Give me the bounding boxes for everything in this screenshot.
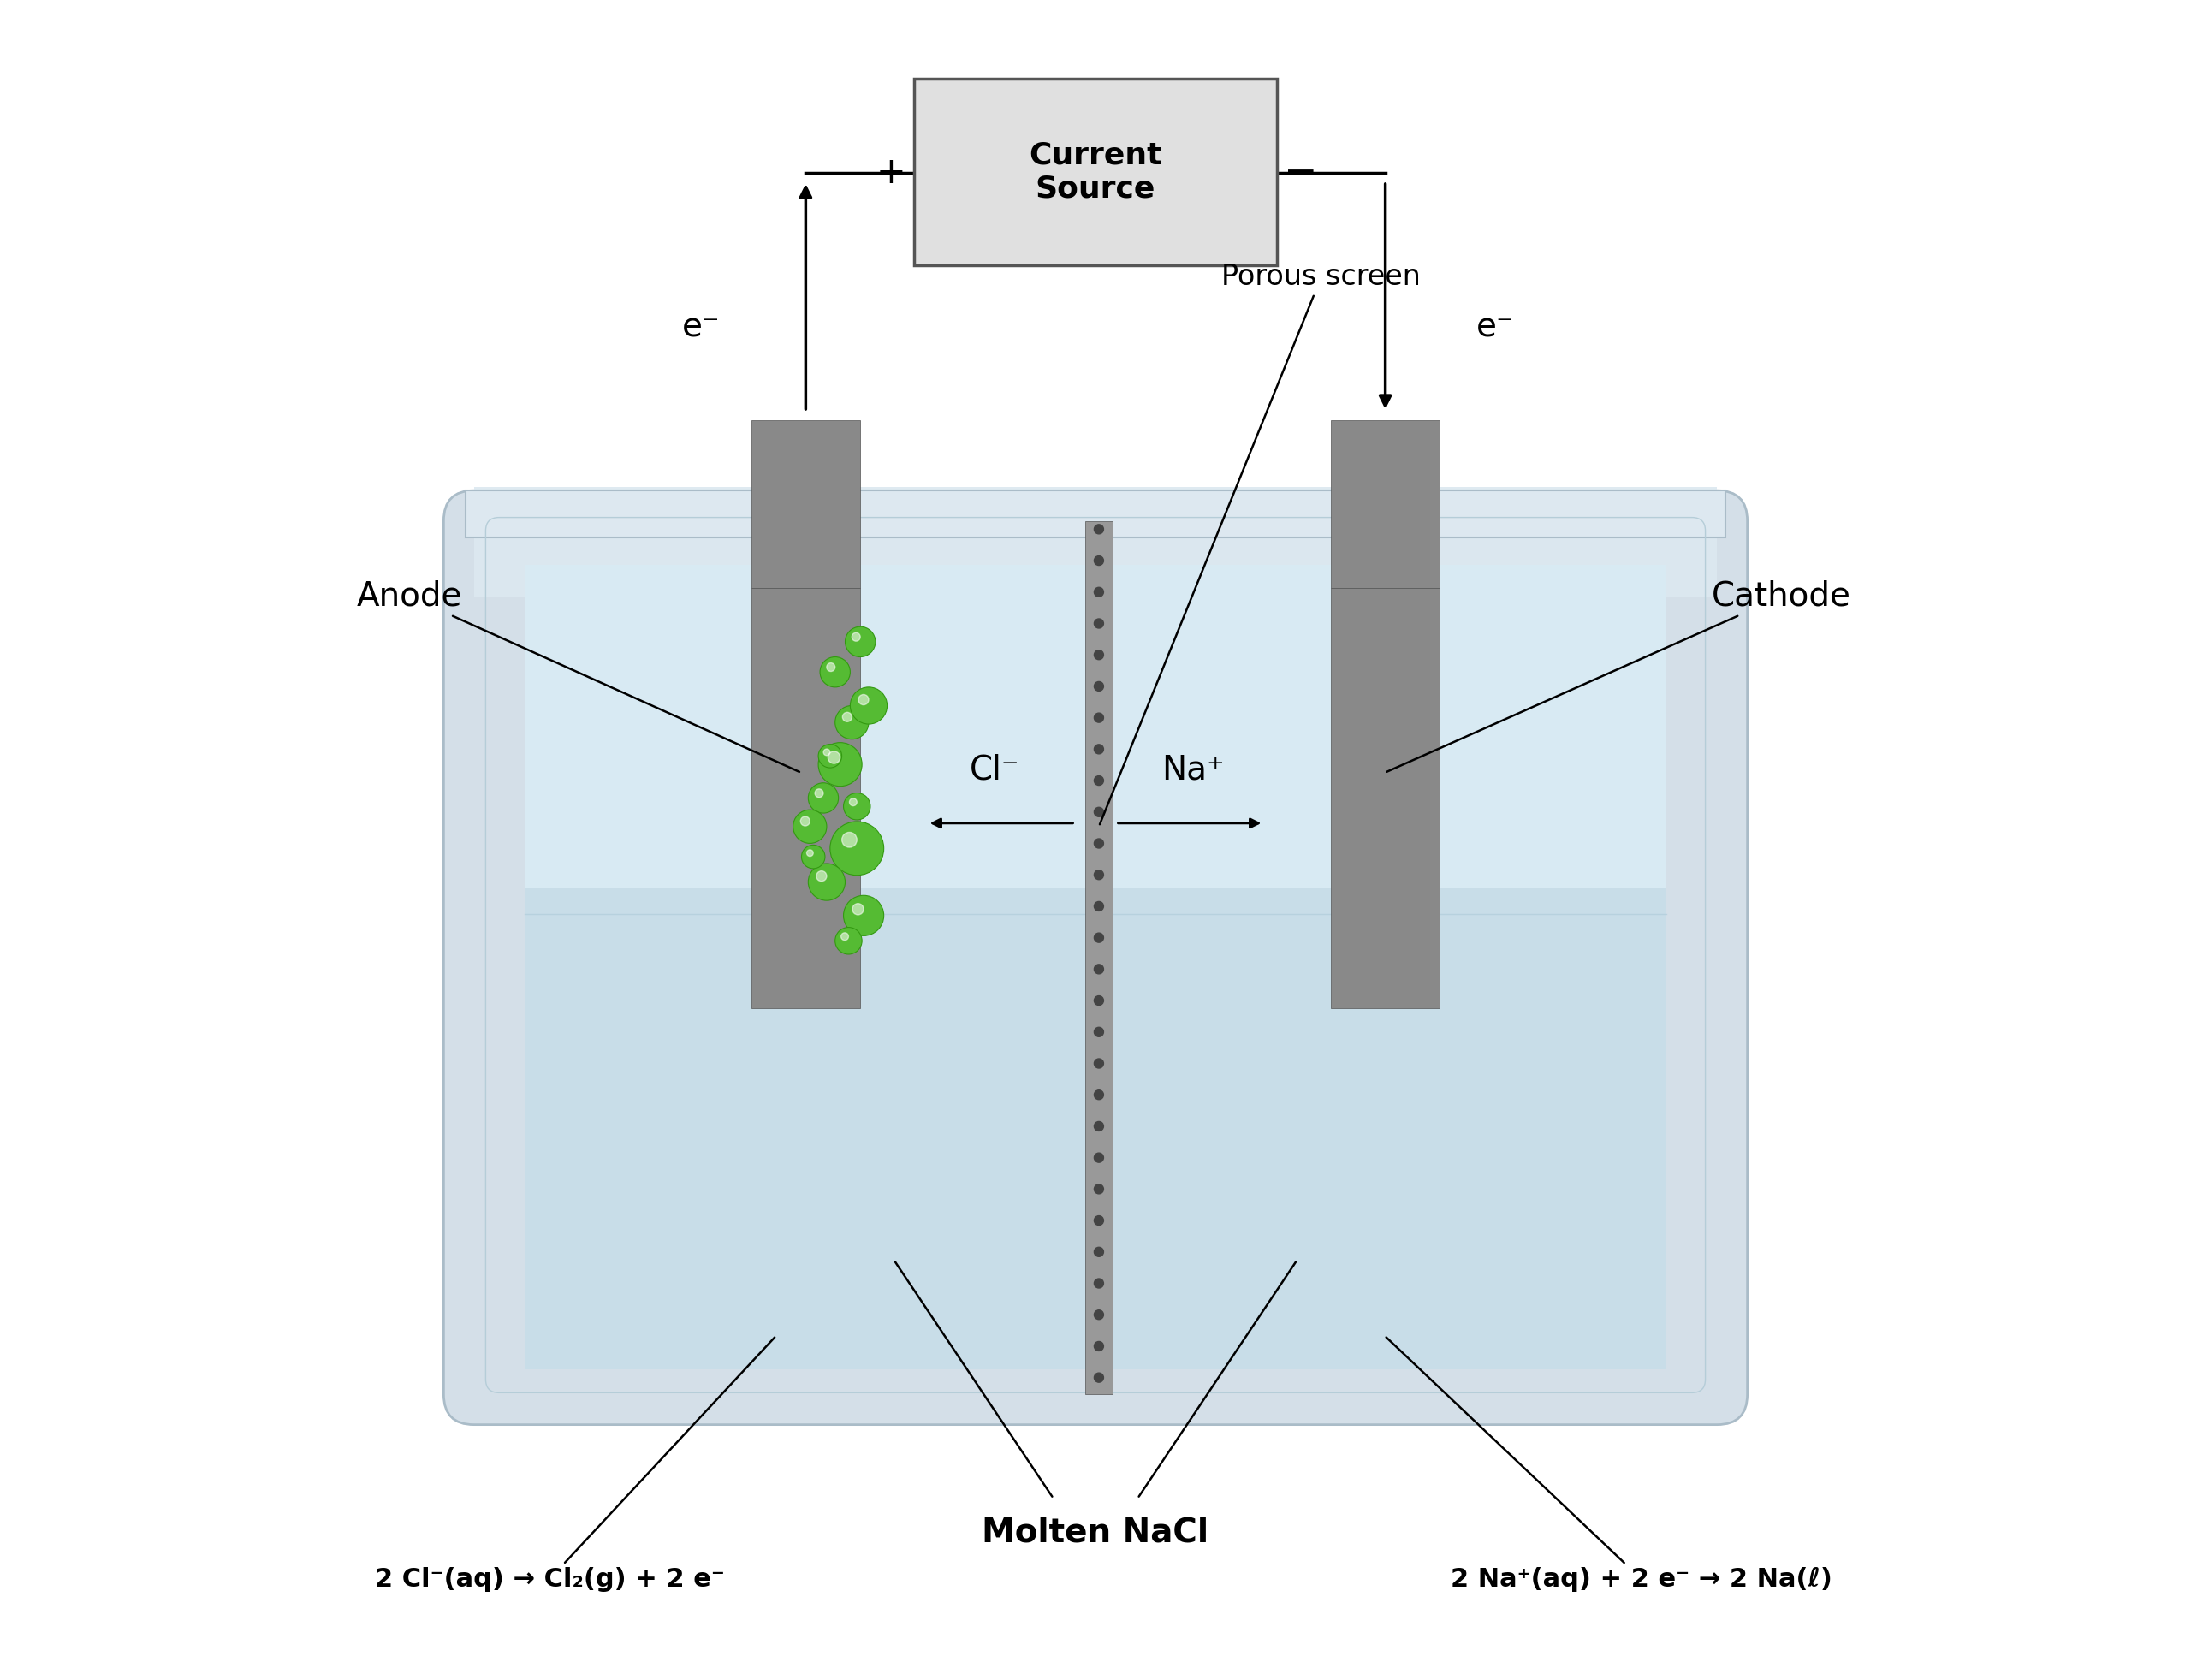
- Circle shape: [1093, 1026, 1104, 1037]
- Circle shape: [817, 744, 841, 768]
- Circle shape: [1093, 682, 1104, 690]
- Circle shape: [1093, 996, 1104, 1005]
- Bar: [524, 564, 1667, 914]
- Circle shape: [828, 751, 839, 763]
- Text: −: −: [1284, 155, 1317, 192]
- Circle shape: [808, 864, 846, 900]
- Circle shape: [1093, 556, 1104, 566]
- Circle shape: [819, 657, 850, 687]
- Circle shape: [1093, 1122, 1104, 1131]
- Bar: [752, 588, 861, 1008]
- Bar: [473, 487, 1718, 596]
- Circle shape: [1093, 1373, 1104, 1383]
- Circle shape: [1093, 1278, 1104, 1289]
- Bar: [464, 491, 1727, 538]
- Text: Anode: Anode: [357, 580, 800, 771]
- Circle shape: [1093, 964, 1104, 974]
- Circle shape: [835, 706, 868, 739]
- Circle shape: [1093, 588, 1104, 596]
- Circle shape: [815, 790, 824, 798]
- Circle shape: [830, 822, 883, 875]
- Circle shape: [1093, 808, 1104, 816]
- Bar: [524, 889, 1667, 1369]
- Circle shape: [1093, 1216, 1104, 1225]
- FancyBboxPatch shape: [443, 491, 1748, 1425]
- Circle shape: [844, 712, 852, 722]
- Circle shape: [1093, 744, 1104, 754]
- Circle shape: [1093, 870, 1104, 880]
- Circle shape: [1093, 1341, 1104, 1351]
- Bar: [1330, 420, 1439, 588]
- Circle shape: [824, 749, 830, 756]
- Bar: [752, 420, 861, 588]
- Bar: [1330, 588, 1439, 1008]
- Circle shape: [817, 870, 826, 882]
- Text: Molten NaCl: Molten NaCl: [982, 1515, 1209, 1549]
- Circle shape: [1093, 1090, 1104, 1099]
- Text: e⁻: e⁻: [1477, 311, 1514, 344]
- Circle shape: [1093, 1247, 1104, 1257]
- Circle shape: [1093, 524, 1104, 534]
- Circle shape: [1093, 1310, 1104, 1319]
- Circle shape: [793, 810, 826, 843]
- Circle shape: [852, 904, 863, 916]
- Circle shape: [800, 816, 811, 827]
- Circle shape: [1093, 712, 1104, 722]
- Circle shape: [1093, 902, 1104, 911]
- Circle shape: [835, 927, 861, 954]
- Circle shape: [844, 895, 883, 936]
- Circle shape: [1093, 1058, 1104, 1068]
- FancyBboxPatch shape: [914, 79, 1277, 265]
- Text: e⁻: e⁻: [681, 311, 721, 344]
- Circle shape: [1093, 650, 1104, 660]
- Circle shape: [808, 783, 839, 813]
- Circle shape: [852, 633, 861, 642]
- Circle shape: [850, 687, 887, 724]
- Bar: [1085, 521, 1113, 1394]
- Circle shape: [1093, 1184, 1104, 1194]
- Circle shape: [826, 664, 835, 672]
- Circle shape: [1093, 838, 1104, 848]
- Circle shape: [850, 798, 857, 806]
- Text: Porous screen: Porous screen: [1100, 264, 1420, 825]
- Circle shape: [1093, 1152, 1104, 1163]
- Circle shape: [846, 627, 876, 657]
- Text: Current
Source: Current Source: [1030, 141, 1161, 203]
- Circle shape: [1093, 618, 1104, 628]
- Text: 2 Cl⁻(aq) → Cl₂(g) + 2 e⁻: 2 Cl⁻(aq) → Cl₂(g) + 2 e⁻: [375, 1337, 776, 1591]
- Text: +: +: [876, 155, 905, 192]
- Circle shape: [844, 793, 870, 820]
- Circle shape: [806, 850, 813, 857]
- Text: 2 Na⁺(aq) + 2 e⁻ → 2 Na(ℓ): 2 Na⁺(aq) + 2 e⁻ → 2 Na(ℓ): [1387, 1337, 1832, 1591]
- Text: Cathode: Cathode: [1387, 580, 1851, 771]
- Text: Na⁺: Na⁺: [1161, 754, 1225, 786]
- Circle shape: [802, 845, 826, 869]
- Circle shape: [841, 932, 848, 941]
- Text: Cl⁻: Cl⁻: [971, 754, 1019, 786]
- Circle shape: [841, 832, 857, 847]
- Circle shape: [1093, 932, 1104, 942]
- Circle shape: [1093, 776, 1104, 785]
- Circle shape: [859, 694, 868, 706]
- Circle shape: [817, 743, 861, 786]
